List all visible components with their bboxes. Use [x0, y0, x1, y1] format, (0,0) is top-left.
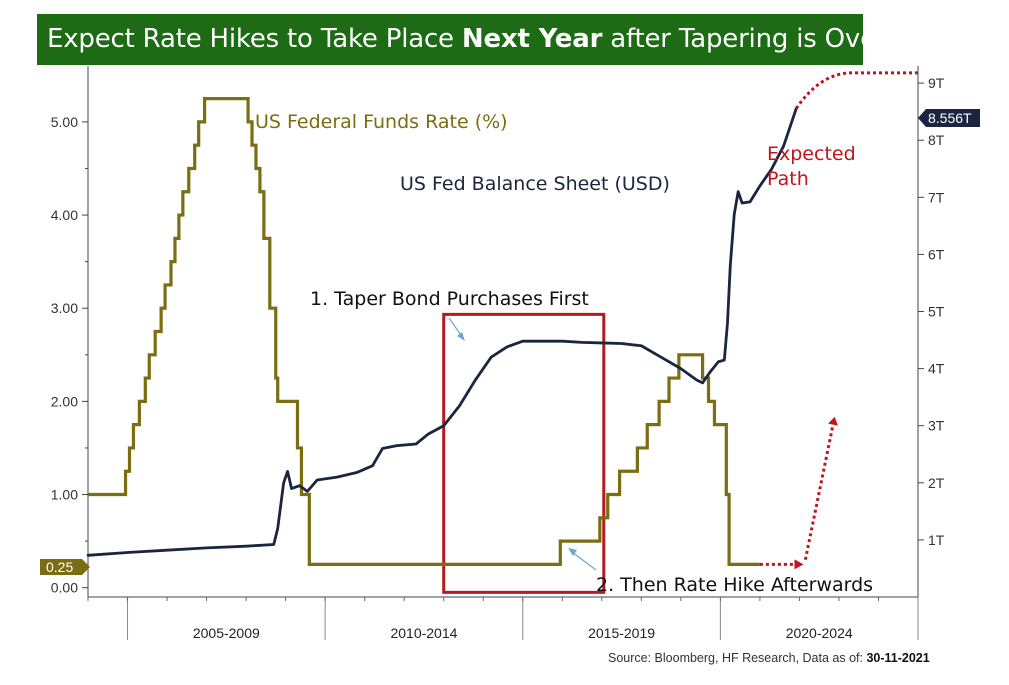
expected-path-arrowhead	[794, 559, 804, 570]
source-date: 30-11-2021	[866, 651, 930, 665]
fed-funds-rate-line	[88, 97, 760, 566]
right-y-tick-label: 9T	[928, 75, 945, 91]
taper-highlight-box	[442, 312, 606, 594]
title-bold: Next Year	[461, 24, 603, 54]
expected-path-label-line2: Path	[767, 168, 809, 190]
right-y-tick-label: 3T	[928, 418, 945, 434]
expected-path-fed-funds-rise	[803, 424, 835, 561]
right-y-tick-label: 1T	[928, 532, 945, 548]
taper-label: 1. Taper Bond Purchases First	[310, 288, 589, 310]
source-prefix: Source: Bloomberg, HF Research, Data as …	[608, 651, 867, 665]
fed-funds-label: US Federal Funds Rate (%)	[255, 111, 508, 133]
x-period-label: 2020-2024	[786, 625, 853, 641]
hike-annotation-arrow	[571, 551, 597, 571]
expected-path-balance-sheet	[795, 71, 918, 110]
title-suffix: after Tapering is Over	[602, 24, 887, 54]
right-y-tick-label: 7T	[928, 189, 945, 205]
left-y-tick-label: 3.00	[51, 300, 78, 316]
balance-sheet-line	[86, 107, 798, 557]
chart-title-banner: Expect Rate Hikes to Take Place Next Yea…	[37, 14, 887, 65]
left-y-tick-label: 0.00	[51, 580, 78, 596]
left-y-tick-label: 2.00	[51, 393, 78, 409]
right-last-value-badge: 8.556T	[918, 109, 980, 127]
right-y-tick-label: 6T	[928, 246, 945, 262]
right-y-tick-label: 2T	[928, 475, 945, 491]
right-y-tick-label: 5T	[928, 304, 945, 320]
hike-label: 2. Then Rate Hike Afterwards	[596, 574, 873, 596]
left-y-tick-label: 1.00	[51, 487, 78, 503]
taper-annotation-arrowhead	[457, 332, 465, 341]
right-y-axis: 1T 2T 3T 4T 5T 6T 7T 8T 9T	[918, 75, 945, 548]
x-axis: 2005-2009 2010-2014 2015-2019 2020-2024	[87, 597, 919, 641]
expected-path-label-line1: Expected	[767, 143, 856, 165]
hike-annotation-arrowhead	[568, 548, 577, 556]
title-prefix: Expect Rate Hikes to Take Place	[47, 24, 462, 54]
right-y-tick-label: 4T	[928, 361, 945, 377]
expected-path-arrowhead	[828, 416, 838, 426]
left-last-value-text: 0.25	[46, 559, 73, 575]
x-period-label: 2015-2019	[588, 625, 655, 641]
source-note: Source: Bloomberg, HF Research, Data as …	[608, 651, 930, 665]
right-y-tick-label: 8T	[928, 132, 945, 148]
left-y-axis: 0.00 1.00 2.00 3.00 4.00 5.00	[51, 114, 88, 596]
left-y-tick-label: 5.00	[51, 114, 78, 130]
right-last-value-text: 8.556T	[928, 110, 972, 126]
x-period-label: 2005-2009	[193, 625, 260, 641]
balance-sheet-label: US Fed Balance Sheet (USD)	[400, 173, 670, 195]
left-y-tick-label: 4.00	[51, 207, 78, 223]
left-last-value-badge: 0.25	[40, 559, 90, 575]
x-period-label: 2010-2014	[390, 625, 457, 641]
